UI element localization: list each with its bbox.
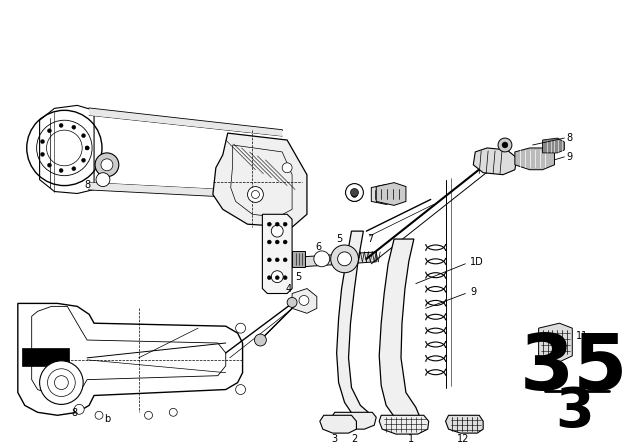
Circle shape <box>74 405 84 414</box>
Circle shape <box>351 192 357 198</box>
Polygon shape <box>380 239 420 425</box>
Circle shape <box>498 138 512 152</box>
Text: 5: 5 <box>337 234 343 244</box>
Circle shape <box>95 153 119 177</box>
Polygon shape <box>18 303 243 415</box>
Circle shape <box>72 167 76 171</box>
Circle shape <box>170 409 177 416</box>
Polygon shape <box>320 415 356 433</box>
Circle shape <box>236 384 246 395</box>
Circle shape <box>54 376 68 390</box>
Polygon shape <box>292 289 317 313</box>
Text: 11: 11 <box>576 331 589 341</box>
Text: 4: 4 <box>286 284 292 293</box>
Text: 8: 8 <box>84 180 90 190</box>
Circle shape <box>271 225 283 237</box>
Text: 5: 5 <box>295 271 301 282</box>
Polygon shape <box>543 138 564 153</box>
Circle shape <box>283 222 287 226</box>
Text: 8: 8 <box>566 133 572 143</box>
Circle shape <box>338 252 351 266</box>
Circle shape <box>283 276 287 280</box>
Circle shape <box>81 158 86 162</box>
Polygon shape <box>380 415 429 434</box>
Text: 3: 3 <box>332 434 338 444</box>
Text: 35: 35 <box>520 330 628 406</box>
Polygon shape <box>337 231 369 422</box>
Circle shape <box>282 163 292 173</box>
Polygon shape <box>302 252 376 267</box>
Circle shape <box>351 189 358 197</box>
Circle shape <box>299 296 309 306</box>
Circle shape <box>85 146 89 150</box>
Polygon shape <box>371 185 396 204</box>
Circle shape <box>47 129 51 133</box>
Text: 1D: 1D <box>470 257 484 267</box>
Circle shape <box>314 251 330 267</box>
Circle shape <box>287 297 297 307</box>
Circle shape <box>85 146 89 150</box>
Polygon shape <box>262 214 292 293</box>
Circle shape <box>275 276 279 280</box>
Circle shape <box>255 334 266 346</box>
Polygon shape <box>445 415 483 433</box>
Polygon shape <box>376 183 406 205</box>
Circle shape <box>348 188 362 202</box>
Circle shape <box>268 276 271 280</box>
Polygon shape <box>292 251 305 267</box>
Circle shape <box>47 163 51 167</box>
Circle shape <box>81 134 86 138</box>
Text: 2: 2 <box>351 434 358 444</box>
Circle shape <box>40 152 45 156</box>
Circle shape <box>331 245 358 273</box>
Circle shape <box>236 323 246 333</box>
Polygon shape <box>89 183 282 199</box>
Circle shape <box>72 125 76 129</box>
Polygon shape <box>515 148 554 170</box>
Circle shape <box>101 159 113 171</box>
Polygon shape <box>473 148 517 175</box>
Polygon shape <box>89 108 282 136</box>
Polygon shape <box>22 348 69 366</box>
Circle shape <box>275 258 279 262</box>
Circle shape <box>346 184 364 202</box>
Circle shape <box>268 240 271 244</box>
Text: 9: 9 <box>566 152 572 162</box>
Polygon shape <box>539 323 572 362</box>
Circle shape <box>283 240 287 244</box>
Circle shape <box>145 411 152 419</box>
Circle shape <box>40 140 45 143</box>
Text: 7: 7 <box>367 234 374 244</box>
Circle shape <box>502 142 508 148</box>
Circle shape <box>59 168 63 172</box>
Circle shape <box>248 186 264 202</box>
Text: 6: 6 <box>316 242 322 252</box>
Text: b: b <box>104 414 110 424</box>
Circle shape <box>271 271 283 283</box>
Circle shape <box>96 173 110 186</box>
Text: 3: 3 <box>555 385 593 439</box>
Text: 9: 9 <box>470 287 476 297</box>
Circle shape <box>283 258 287 262</box>
Circle shape <box>275 222 279 226</box>
Circle shape <box>268 222 271 226</box>
Polygon shape <box>332 412 376 429</box>
Circle shape <box>268 258 271 262</box>
Text: 1: 1 <box>408 434 414 444</box>
Circle shape <box>95 411 103 419</box>
Circle shape <box>275 240 279 244</box>
Polygon shape <box>213 133 307 227</box>
Text: 8: 8 <box>71 408 77 418</box>
Polygon shape <box>40 105 94 194</box>
Circle shape <box>59 124 63 127</box>
Text: 12: 12 <box>457 434 470 444</box>
Circle shape <box>40 361 83 405</box>
